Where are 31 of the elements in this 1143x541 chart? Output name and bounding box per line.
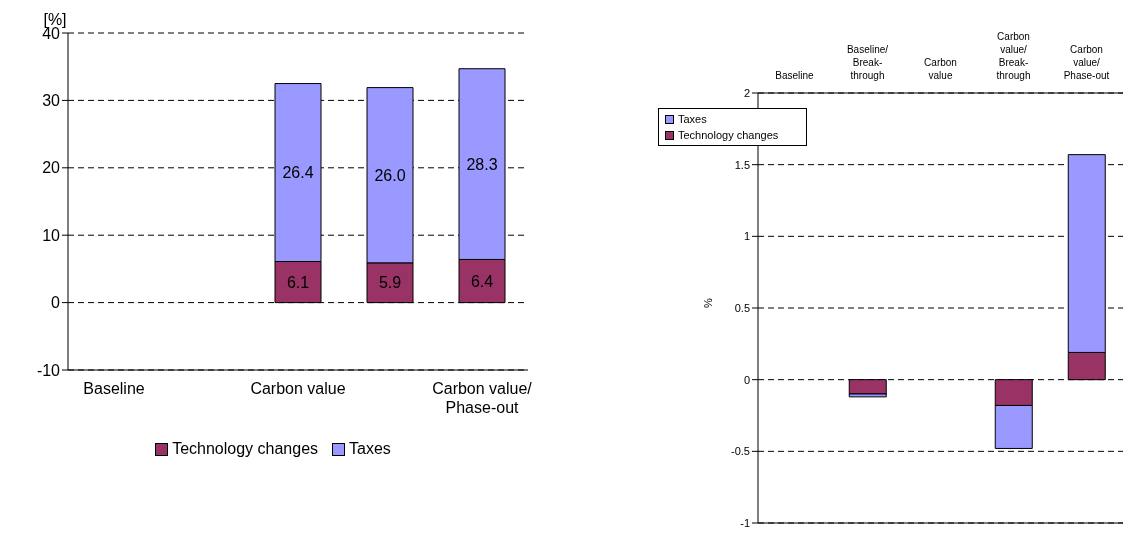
x-tick-label: Baseline/Break-through	[846, 44, 889, 81]
data-label: 6.4	[470, 272, 494, 290]
x-tick-label: Carbon value/Phase-out	[1063, 44, 1110, 81]
y-tick-label: 20	[42, 159, 61, 177]
data-label: 26.4	[282, 164, 314, 182]
legend-label: Technology changes	[171, 440, 319, 458]
y-tick-label: 1	[743, 230, 750, 243]
legend-label: Technology changes	[677, 129, 780, 141]
x-tick-label: Baseline	[775, 70, 815, 81]
y-tick-label: 30	[42, 92, 61, 110]
y-tick-label: -0.5	[731, 445, 750, 458]
y-tick-label: 0	[51, 294, 61, 312]
y-tick-label: 10	[42, 226, 61, 244]
x-tick-label: Carbon value/Break-through	[996, 31, 1031, 81]
y-tick-label: 0.5	[734, 301, 750, 314]
x-tick-label: Carbon value	[924, 57, 957, 81]
y-tick-label: -1	[740, 516, 750, 529]
data-label: 28.3	[466, 155, 498, 173]
y-tick-label: 2	[743, 86, 750, 99]
x-tick-label: Baseline	[83, 380, 145, 397]
y-tick-label: -10	[36, 361, 61, 379]
legend-label: Taxes	[677, 113, 708, 125]
x-tick-label: Carbon value/Phase-out	[432, 380, 533, 416]
x-tick-label: Carbon value	[250, 380, 346, 397]
data-label: 26.0	[374, 166, 406, 184]
legend-label: Taxes	[348, 440, 391, 458]
data-label: 5.9	[378, 274, 402, 292]
y-axis-title: %	[701, 298, 714, 308]
y-tick-label: 1.5	[734, 158, 750, 171]
data-label: 6.1	[286, 273, 310, 291]
y-tick-label: 0	[743, 373, 750, 386]
